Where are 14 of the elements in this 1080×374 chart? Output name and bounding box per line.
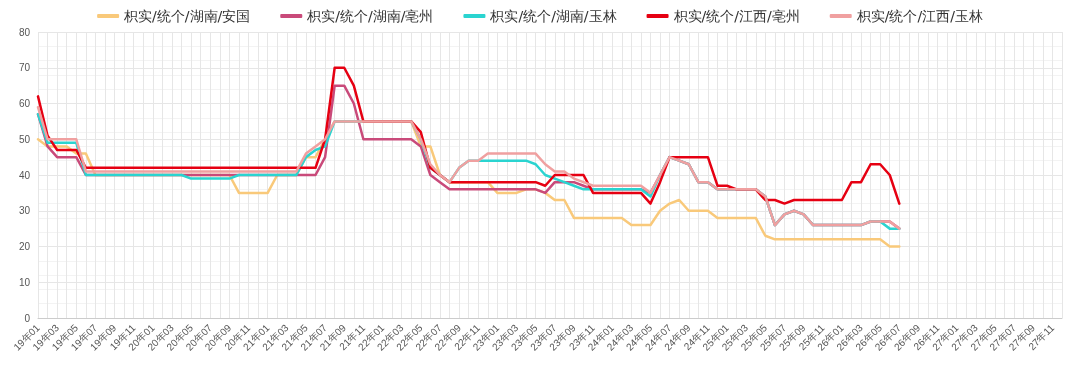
y-tick-label: 0 xyxy=(24,312,31,324)
y-tick-label: 70 xyxy=(18,62,31,74)
legend-label: 枳实/统个/湖南/亳州 xyxy=(306,8,434,24)
legend-label: 枳实/统个/湖南/玉林 xyxy=(489,8,617,24)
y-tick-label: 40 xyxy=(18,169,31,181)
y-tick-label: 80 xyxy=(18,26,31,38)
y-tick-label: 50 xyxy=(18,133,31,145)
legend-label: 枳实/统个/江西/亳州 xyxy=(672,8,800,24)
y-tick-label: 20 xyxy=(18,241,31,252)
legend-label: 枳实/统个/湖南/安国 xyxy=(123,8,251,24)
y-tick-label: 30 xyxy=(18,205,31,217)
y-tick-label: 60 xyxy=(18,98,31,109)
legend-label: 枳实/统个/江西/玉林 xyxy=(855,8,983,24)
y-tick-label: 10 xyxy=(18,276,31,288)
